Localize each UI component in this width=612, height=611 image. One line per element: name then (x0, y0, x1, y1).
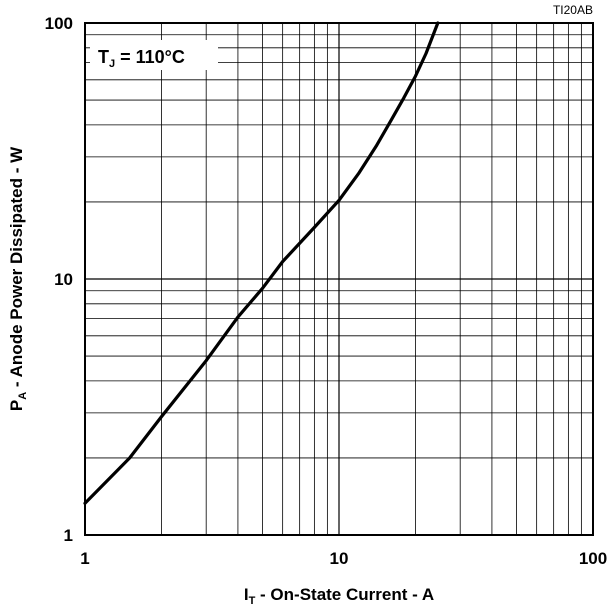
annotation-rest: = 110°C (115, 47, 185, 67)
annotation-main: T (98, 47, 109, 67)
y-axis-label-subscript: A (17, 392, 29, 400)
x-axis-label-subscript: T (249, 595, 256, 607)
x-tick-labels: 1 10 100 (80, 549, 607, 568)
figure-id: TI20AB (553, 3, 593, 17)
x-tick-label: 10 (330, 549, 349, 568)
x-axis-label: IT - On-State Current - A (244, 585, 434, 607)
y-tick-label: 10 (54, 270, 73, 289)
grid-lines (85, 23, 593, 535)
series-line (83, 21, 440, 505)
plot-frame (84, 22, 594, 536)
x-tick-label: 100 (579, 549, 607, 568)
annotation-background (90, 40, 218, 70)
y-axis-label-main: P (7, 400, 26, 411)
annotation-text: TJ = 110°C (98, 47, 185, 70)
y-tick-label: 100 (45, 14, 73, 33)
y-axis-label: PA - Anode Power Dissipated - W (7, 146, 29, 411)
y-axis-label-rest: - Anode Power Dissipated - W (7, 146, 26, 392)
annotation-box: TJ = 110°C (90, 40, 218, 70)
annotation-subscript: J (109, 58, 115, 70)
x-tick-label: 1 (80, 549, 89, 568)
x-axis-label-rest: - On-State Current - A (255, 585, 434, 604)
y-tick-labels: 1 10 100 (45, 14, 73, 545)
y-tick-label: 1 (64, 526, 73, 545)
x-axis-label-main: I (244, 585, 249, 604)
